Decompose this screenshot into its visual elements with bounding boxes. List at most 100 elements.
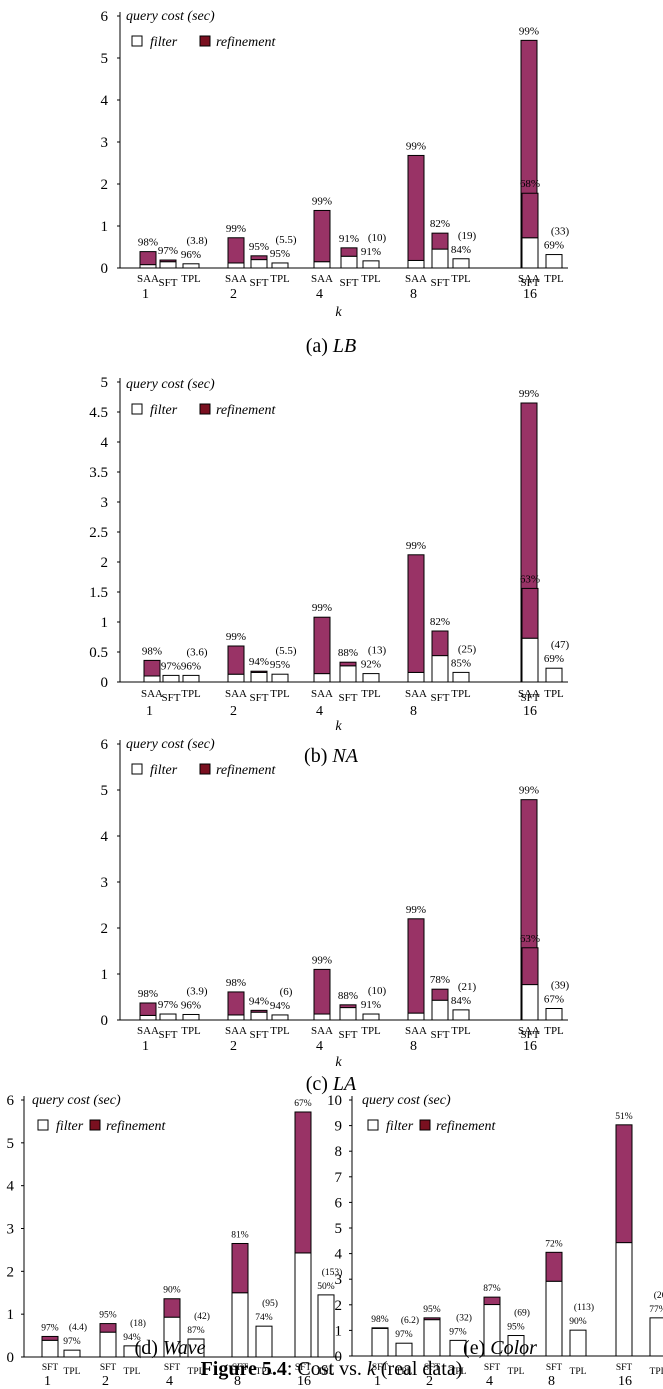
bar-filter-8-TPL	[452, 1009, 470, 1021]
method-label: SFT	[42, 1363, 59, 1373]
bar-filter-16-SFT	[521, 637, 539, 683]
method-label: TPL	[64, 1367, 81, 1377]
method-label: TPL	[570, 1367, 587, 1377]
bar-filter-8-SAA	[407, 259, 425, 269]
method-label: TPL	[450, 1367, 467, 1377]
y-tick-label: 0.5	[89, 645, 108, 661]
bar-percent-label: 68%	[520, 178, 540, 190]
bar-percent-label: 94%	[270, 1000, 290, 1012]
group-label-k-1: 1	[146, 704, 153, 719]
method-label: SFT	[159, 277, 178, 289]
bar-percent-label: 97%	[63, 1337, 81, 1347]
bar-filter-4-SAA	[313, 261, 331, 269]
bar-total-note: (3.6)	[186, 646, 207, 658]
bar-percent-label: 95%	[249, 241, 269, 253]
bar-filter-1-SAA	[143, 675, 161, 683]
bar-refinement-16-SFT	[615, 1124, 633, 1244]
panel-caption-name: NA	[331, 745, 358, 767]
figure-caption-suffix: (real data)	[375, 1358, 463, 1380]
bar-percent-label: 96%	[181, 660, 201, 672]
group-label-k-4: 4	[316, 287, 323, 302]
bar-refinement-16-SFT	[521, 947, 539, 986]
method-label: TPL	[318, 1367, 335, 1377]
y-tick-label: 0	[101, 675, 109, 691]
group-label-k-2: 2	[230, 1039, 237, 1054]
group-label-k-1: 1	[44, 1374, 51, 1389]
bar-total-note: (69)	[514, 1308, 530, 1319]
y-tick-label: 3	[101, 495, 109, 511]
bar-total-note: (153)	[322, 1267, 343, 1278]
bar-percent-label: 98%	[138, 237, 158, 249]
bar-total-note: (33)	[551, 226, 570, 238]
legend-filter-label: filter	[150, 763, 178, 778]
bar-refinement-1-SAA	[139, 251, 157, 266]
figure-caption-k: k	[366, 1358, 376, 1380]
bar-percent-label: 99%	[406, 140, 426, 152]
bar-filter-16-SFT	[615, 1242, 633, 1357]
bar-percent-label: 82%	[430, 218, 450, 230]
bar-filter-8-TPL	[255, 1325, 273, 1358]
bar-filter-16-TPL	[545, 1008, 563, 1021]
bar-percent-label: 78%	[430, 974, 450, 986]
bar-percent-label: 97%	[161, 660, 181, 672]
y-tick-label: 6	[7, 1093, 15, 1109]
bar-percent-label: 97%	[158, 999, 178, 1011]
bar-refinement-8-SFT	[231, 1242, 249, 1294]
y-tick-label: 6	[335, 1195, 343, 1211]
legend-refinement-swatch	[419, 1119, 431, 1131]
y-tick-label: 3.5	[89, 465, 108, 481]
method-label: TPL	[256, 1367, 273, 1377]
bar-percent-label: 69%	[544, 240, 564, 252]
y-axis-title: query cost (sec)	[126, 9, 215, 24]
method-label: TPL	[270, 688, 290, 700]
bar-filter-2-TPL	[271, 673, 289, 683]
bar-percent-label: 99%	[519, 25, 539, 37]
bar-filter-16-TPL	[317, 1294, 335, 1358]
method-label: SFT	[164, 1363, 181, 1373]
bar-filter-8-SFT	[231, 1292, 249, 1358]
bar-filter-2-TPL	[271, 1014, 289, 1021]
bar-filter-16-TPL	[649, 1317, 663, 1357]
bar-filter-2-SFT	[250, 1011, 268, 1021]
bar-refinement-4-SFT	[340, 247, 358, 257]
legend-refinement-label: refinement	[216, 403, 276, 418]
method-label: SFT	[546, 1363, 563, 1373]
group-label-k-2: 2	[102, 1374, 109, 1389]
bar-total-note: (95)	[262, 1298, 278, 1309]
bar-filter-4-SFT	[340, 255, 358, 269]
y-tick-label: 4	[335, 1247, 343, 1263]
method-label: SAA	[137, 1025, 159, 1037]
group-label-k-4: 4	[486, 1374, 493, 1389]
method-label: SFT	[250, 1029, 269, 1041]
panel-caption-prefix: (c)	[306, 1073, 333, 1095]
method-label: TPL	[361, 1025, 381, 1037]
group-label-k-2: 2	[426, 1374, 433, 1389]
bar-filter-8-SFT	[431, 999, 449, 1021]
bar-refinement-2-SFT	[250, 1009, 268, 1013]
bar-percent-label: 81%	[231, 1230, 249, 1240]
figure-label: Figure 5.4	[200, 1358, 287, 1380]
method-label: TPL	[361, 688, 381, 700]
group-label-k-1: 1	[374, 1374, 381, 1389]
bar-refinement-4-SFT	[339, 661, 357, 667]
panel-caption: (d) Wave	[135, 1337, 206, 1359]
y-tick-label: 5	[101, 51, 109, 67]
y-tick-label: 1	[7, 1307, 15, 1323]
method-label: TPL	[544, 273, 564, 285]
bar-total-note: (47)	[551, 639, 570, 651]
method-label: SAA	[518, 688, 540, 700]
figure-caption-text: : Cost vs.	[286, 1358, 367, 1380]
y-tick-label: 5	[7, 1136, 15, 1152]
bar-filter-8-TPL	[452, 258, 470, 269]
y-axis-title: query cost (sec)	[32, 1093, 121, 1108]
bar-refinement-16-SFT	[521, 192, 539, 239]
y-axis-title: query cost (sec)	[126, 377, 215, 392]
method-label: SFT	[340, 277, 359, 289]
bar-percent-label: 88%	[338, 990, 358, 1002]
bar-percent-label: 99%	[519, 388, 539, 400]
method-label: SAA	[311, 273, 333, 285]
bar-percent-label: 91%	[361, 999, 381, 1011]
bar-filter-1-TPL	[182, 1013, 200, 1021]
group-label-k-16: 16	[297, 1374, 311, 1389]
bar-percent-label: 98%	[142, 645, 162, 657]
